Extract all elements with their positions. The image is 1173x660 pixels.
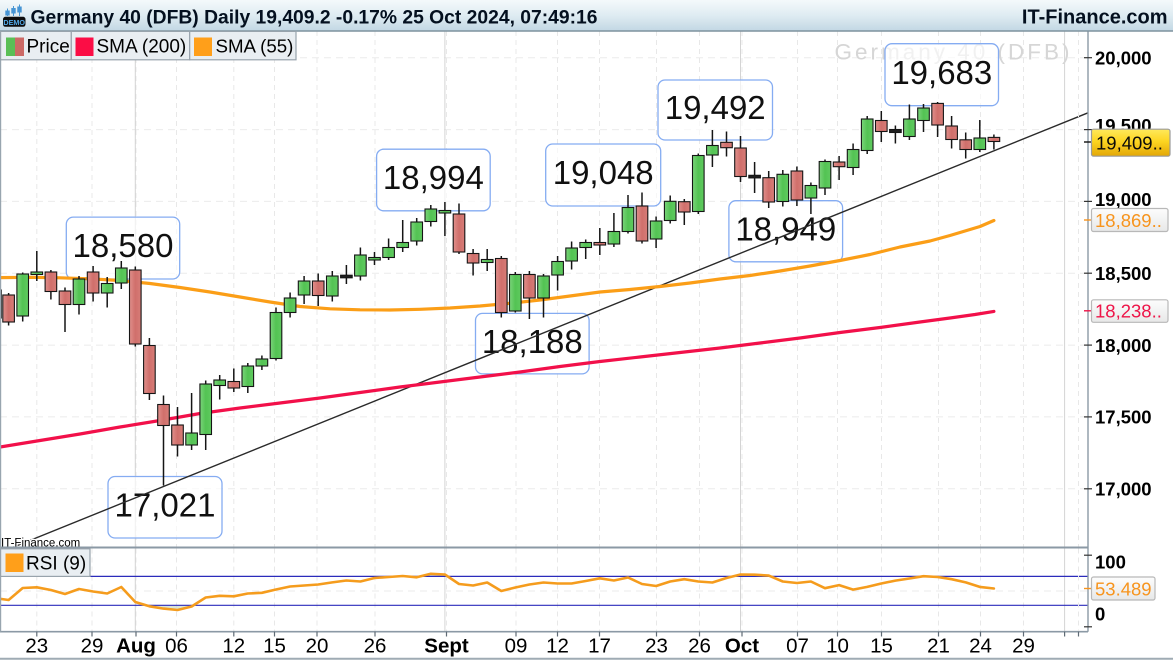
svg-text:19,409..: 19,409.. bbox=[1096, 133, 1163, 154]
svg-text:Aug: Aug bbox=[116, 635, 156, 658]
svg-text:18,000: 18,000 bbox=[1095, 335, 1152, 356]
svg-text:18,238..: 18,238.. bbox=[1095, 301, 1162, 322]
svg-text:Germany 40 (DFB) Daily 19,409.: Germany 40 (DFB) Daily 19,409.2 -0.17% 2… bbox=[31, 8, 598, 29]
svg-text:100: 100 bbox=[1095, 552, 1126, 573]
svg-text:20,000: 20,000 bbox=[1095, 47, 1152, 68]
svg-text:17,500: 17,500 bbox=[1095, 407, 1152, 428]
svg-text:18,949: 18,949 bbox=[735, 210, 836, 247]
svg-text:SMA (55): SMA (55) bbox=[216, 36, 294, 57]
svg-text:RSI (9): RSI (9) bbox=[26, 553, 86, 574]
svg-text:23: 23 bbox=[645, 635, 668, 658]
svg-text:18,994: 18,994 bbox=[383, 159, 484, 196]
svg-text:IT-Finance.com: IT-Finance.com bbox=[1022, 7, 1168, 29]
svg-text:18,188: 18,188 bbox=[482, 323, 583, 360]
svg-text:18,500: 18,500 bbox=[1095, 263, 1152, 284]
svg-text:18,580: 18,580 bbox=[73, 227, 174, 264]
svg-text:19,000: 19,000 bbox=[1095, 189, 1152, 210]
svg-text:Sept: Sept bbox=[424, 635, 469, 658]
svg-text:19,048: 19,048 bbox=[553, 154, 654, 191]
svg-text:Oct: Oct bbox=[725, 635, 759, 658]
svg-text:26: 26 bbox=[688, 635, 711, 658]
svg-text:24: 24 bbox=[969, 635, 992, 658]
svg-text:10: 10 bbox=[826, 635, 849, 658]
svg-text:20: 20 bbox=[306, 635, 329, 658]
svg-text:19,492: 19,492 bbox=[665, 89, 766, 126]
svg-text:19,683: 19,683 bbox=[891, 54, 992, 91]
svg-text:17,021: 17,021 bbox=[115, 487, 216, 524]
svg-text:06: 06 bbox=[165, 635, 188, 658]
svg-text:17: 17 bbox=[588, 635, 611, 658]
svg-text:SMA (200): SMA (200) bbox=[97, 37, 187, 58]
svg-text:29: 29 bbox=[1012, 635, 1035, 658]
svg-text:07: 07 bbox=[786, 635, 809, 658]
svg-text:21: 21 bbox=[927, 635, 950, 658]
svg-text:15: 15 bbox=[870, 635, 893, 658]
svg-text:26: 26 bbox=[364, 635, 387, 658]
svg-text:17,000: 17,000 bbox=[1095, 479, 1152, 500]
svg-text:18,869..: 18,869.. bbox=[1095, 210, 1162, 231]
svg-text:12: 12 bbox=[222, 635, 245, 658]
svg-text:23: 23 bbox=[25, 635, 48, 658]
svg-text:53.489: 53.489 bbox=[1095, 578, 1152, 599]
svg-text:12: 12 bbox=[546, 635, 569, 658]
svg-text:29: 29 bbox=[81, 635, 104, 658]
svg-text:DEMO: DEMO bbox=[3, 18, 25, 27]
svg-text:0: 0 bbox=[1095, 604, 1105, 625]
svg-text:09: 09 bbox=[505, 635, 528, 658]
svg-text:Price: Price bbox=[27, 37, 70, 58]
svg-text:15: 15 bbox=[263, 635, 286, 658]
